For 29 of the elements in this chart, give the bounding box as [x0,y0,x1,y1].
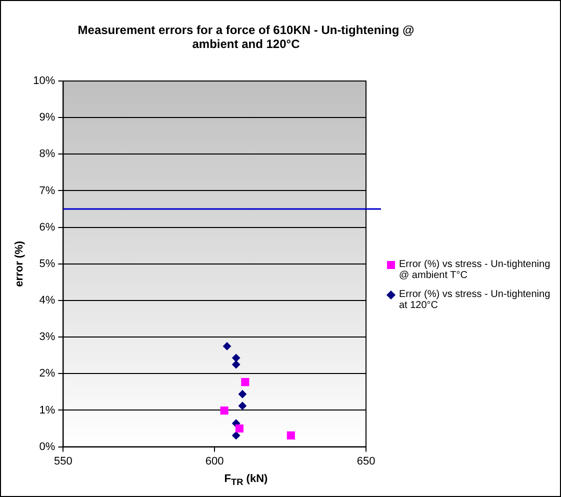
point [286,431,295,440]
y-tick-label: 7% [39,184,56,197]
y-tick-label: 2% [39,368,56,380]
point [220,406,228,415]
point [232,354,240,362]
x-axis-title: F$_{TR}$ (kN) [223,473,269,488]
point [238,390,246,398]
y-tick-label: 6% [39,221,56,234]
point [223,342,232,350]
point [232,360,240,368]
point [232,431,240,440]
legend-label: Error (%) vs stress - Un-tightening @ ambient T°C [399,259,552,281]
y-tick-label: 0% [39,440,56,453]
x-tick-label: 650 [356,455,376,468]
chart-title: Measurement errors for a force of 610KN - Un-tightening @ ambient and 120°C [76,23,416,51]
point [235,424,244,433]
y-tick-label: 4% [39,294,56,307]
y-tick-label: 10% [33,75,56,88]
y-tick-label: 3% [39,331,56,344]
x-tick-label: 600 [205,455,224,468]
x-tick-label: 550 [54,455,72,468]
y-tick-label: 9% [39,112,56,124]
point [241,378,250,386]
point [238,402,246,410]
legend-label: Error (%) vs stress - Un-tightening at 120°C [399,289,552,311]
y-axis-title: error (%) [14,240,26,287]
y-tick-label: 5% [39,258,56,270]
y-tick-label: 8% [39,148,56,160]
y-tick-label: 1% [39,404,56,416]
